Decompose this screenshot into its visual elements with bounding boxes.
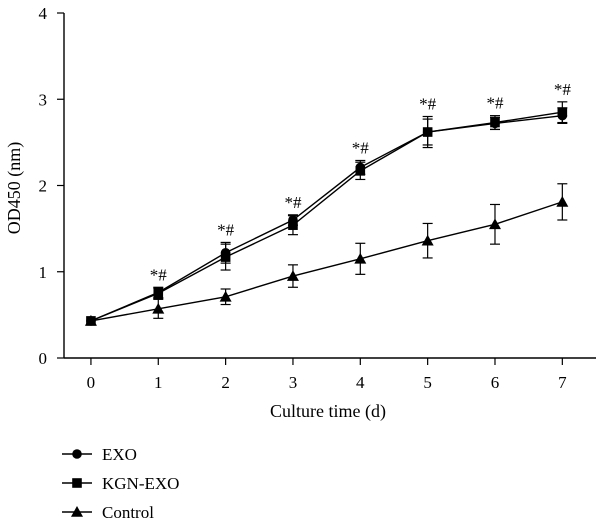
data-point <box>286 270 299 281</box>
y-tick-label: 1 <box>39 263 48 282</box>
y-tick-label: 0 <box>39 349 48 368</box>
data-point <box>153 288 164 299</box>
data-point <box>84 314 97 326</box>
legend-label: EXO <box>102 445 137 464</box>
data-point <box>556 195 569 207</box>
series-control <box>84 183 569 326</box>
data-point <box>488 218 501 230</box>
x-ticks: 0 1 2 3 4 5 6 7 <box>87 358 567 392</box>
data-point <box>421 234 434 246</box>
annotations: *# *# *# *# *# *# *# <box>150 80 572 284</box>
data-point <box>355 166 366 176</box>
x-tick-label: 5 <box>423 373 432 392</box>
data-point <box>288 220 298 230</box>
legend-label: Control <box>102 503 154 522</box>
y-tick-label: 3 <box>39 90 48 109</box>
legend-item-control: Control <box>62 503 154 522</box>
x-tick-label: 7 <box>558 373 567 392</box>
data-point <box>152 302 165 314</box>
legend-marker <box>72 449 82 459</box>
x-tick-label: 1 <box>154 373 163 392</box>
significance-label: *# <box>352 138 370 157</box>
legend-label: KGN-EXO <box>102 474 179 493</box>
x-tick-label: 3 <box>289 373 298 392</box>
data-point <box>220 252 231 262</box>
y-ticks: 0 1 2 3 4 <box>39 4 64 368</box>
data-point <box>354 252 367 264</box>
x-tick-label: 2 <box>221 373 230 392</box>
series-group <box>84 101 569 326</box>
legend-item-exo: EXO <box>62 445 137 464</box>
significance-label: *# <box>217 220 235 239</box>
series-kgn-exo <box>86 101 568 326</box>
axes <box>63 13 596 359</box>
series-line-control <box>90 201 563 322</box>
legend: EXO KGN-EXO Control <box>62 445 179 522</box>
x-tick-label: 6 <box>491 373 500 392</box>
significance-label: *# <box>486 94 504 113</box>
data-point <box>422 127 433 137</box>
y-axis-title: OD450 (nm) <box>4 142 25 235</box>
y-tick-label: 2 <box>39 177 48 196</box>
data-point <box>490 117 500 128</box>
significance-label: *# <box>554 80 572 99</box>
legend-marker <box>71 506 83 517</box>
legend-item-kgn-exo: KGN-EXO <box>62 474 179 493</box>
significance-label: *# <box>284 193 302 212</box>
x-axis-title: Culture time (d) <box>270 401 386 422</box>
x-tick-label: 0 <box>87 373 96 392</box>
data-point <box>557 107 568 117</box>
y-tick-label: 4 <box>39 4 48 23</box>
significance-label: *# <box>419 95 437 114</box>
series-line-kgn-exo <box>90 111 563 322</box>
x-tick-label: 4 <box>356 373 365 392</box>
series-line-exo <box>90 114 563 322</box>
significance-label: *# <box>150 265 168 284</box>
legend-marker <box>72 478 82 488</box>
data-point <box>219 290 232 302</box>
